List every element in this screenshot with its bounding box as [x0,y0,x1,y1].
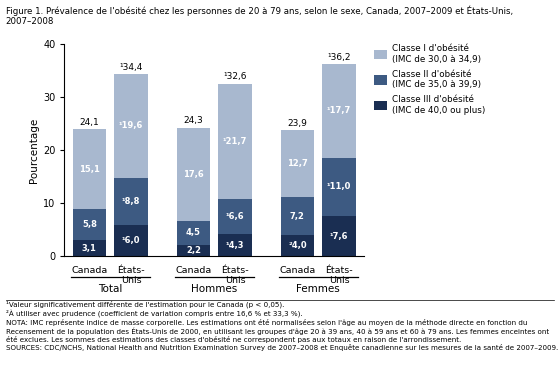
Text: Canada: Canada [175,266,212,275]
Text: ¹19,6: ¹19,6 [119,121,143,131]
Text: Canada: Canada [71,266,108,275]
Text: ¹17,7: ¹17,7 [327,106,351,115]
Y-axis label: Pourcentage: Pourcentage [29,118,39,183]
Bar [218,83,251,199]
Text: Canada: Canada [279,266,315,275]
Text: ¹7,6: ¹7,6 [330,232,348,241]
Text: ¹36,2: ¹36,2 [327,53,351,62]
Bar [114,178,148,225]
Bar [177,128,210,221]
Bar [177,221,210,245]
Text: 23,9: 23,9 [287,118,307,128]
Text: 5,8: 5,8 [82,220,97,229]
Bar [177,245,210,256]
Bar [73,209,106,240]
Text: Total: Total [98,284,122,294]
Bar [114,225,148,256]
Text: ¹21,7: ¹21,7 [223,137,247,146]
Text: ¹8,8: ¹8,8 [122,197,140,206]
Text: 2,2: 2,2 [186,246,201,255]
Bar [218,199,251,234]
Text: ¹11,0: ¹11,0 [327,182,351,192]
Text: 17,6: 17,6 [183,170,204,179]
Bar [281,130,314,197]
Text: États-
Unis: États- Unis [117,266,145,285]
Bar [114,74,148,178]
Bar [323,216,356,256]
Text: États-
Unis: États- Unis [221,266,249,285]
Text: 4,5: 4,5 [186,228,201,237]
Bar [73,129,106,209]
Text: ¹34,4: ¹34,4 [119,63,143,72]
Legend: Classe I d'obésité
(IMC de 30,0 à 34,9), Classe II d'obésité
(IMC de 35,0 à 39,9: Classe I d'obésité (IMC de 30,0 à 34,9),… [375,44,486,115]
Text: 24,3: 24,3 [184,117,203,125]
Text: ¹32,6: ¹32,6 [223,72,247,82]
Text: 12,7: 12,7 [287,159,308,168]
Bar [323,64,356,158]
Text: ¹Valeur significativement différente de l'estimation pour le Canada (p < 0,05).
: ¹Valeur significativement différente de … [6,301,558,351]
Text: 7,2: 7,2 [290,212,305,221]
Bar [281,235,314,256]
Text: 15,1: 15,1 [79,165,100,174]
Text: ¹4,3: ¹4,3 [226,241,244,249]
Bar [218,234,251,256]
Text: Hommes: Hommes [191,284,237,294]
Bar [281,197,314,235]
Bar [73,240,106,256]
Text: États-
Unis: États- Unis [325,266,353,285]
Text: 3,1: 3,1 [82,244,97,253]
Text: Femmes: Femmes [296,284,340,294]
Bar [323,158,356,216]
Text: Figure 1. Prévalence de l'obésité chez les personnes de 20 à 79 ans, selon le se: Figure 1. Prévalence de l'obésité chez l… [6,6,513,27]
Text: 24,1: 24,1 [80,118,99,127]
Text: ¹6,6: ¹6,6 [226,212,244,221]
Text: ²4,0: ²4,0 [288,241,307,250]
Text: ¹6,0: ¹6,0 [122,236,140,245]
